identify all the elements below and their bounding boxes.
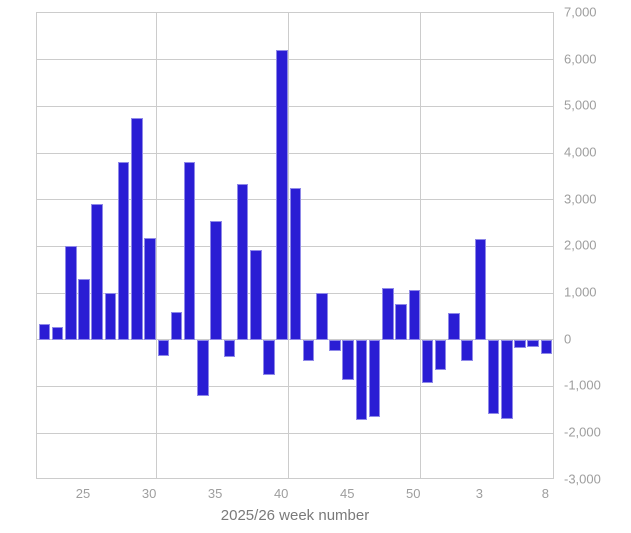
bar-week-2 (461, 339, 473, 361)
x-axis-tick-label: 3 (475, 486, 483, 501)
v-gridline (156, 13, 158, 478)
y-axis-tick-label: 5,000 (564, 97, 597, 113)
bar-week-50 (408, 290, 421, 340)
y-axis-tick-label: 4,000 (564, 144, 597, 160)
x-axis-tick-label: 50 (406, 486, 421, 501)
bar-week-7 (527, 339, 539, 348)
bar-week-22 (38, 324, 51, 340)
h-gridline (37, 432, 553, 434)
bar-week-27 (104, 293, 117, 340)
x-axis-tick-label: 45 (339, 486, 355, 501)
bar-week-29 (131, 118, 143, 340)
bar-week-43 (316, 292, 328, 340)
x-axis-tick-label: 8 (541, 486, 549, 501)
y-axis-tick-label: -2,000 (564, 424, 601, 440)
y-axis-tick-label: -3,000 (564, 471, 601, 487)
bar-week-23 (51, 326, 64, 340)
y-axis-tick-label: -1,000 (564, 377, 601, 393)
bar-week-5 (501, 339, 513, 420)
x-axis-tick-label: 25 (75, 486, 91, 501)
y-axis-tick-label: 2,000 (564, 237, 597, 253)
y-axis-tick-label: 3,000 (564, 191, 597, 207)
bar-week-39 (263, 339, 275, 375)
bar-week-6 (514, 339, 526, 349)
bar-week-8 (540, 339, 553, 354)
bar-week-48 (382, 288, 394, 340)
bar-week-51 (421, 339, 434, 383)
bar-week-1 (448, 313, 460, 340)
bar-week-37 (236, 184, 249, 340)
bar-week-36 (223, 339, 236, 357)
h-gridline (37, 59, 553, 61)
bar-week-38 (250, 250, 262, 340)
bar-week-31 (157, 339, 170, 357)
bar-week-41 (289, 188, 302, 340)
bar-week-33 (183, 162, 196, 340)
plot-area (36, 12, 554, 479)
x-axis-tick-label: 30 (141, 486, 157, 501)
bar-week-44 (329, 339, 341, 352)
bar-week-42 (302, 339, 315, 362)
y-axis-tick-label: 6,000 (564, 51, 597, 67)
v-gridline (420, 13, 422, 478)
y-axis-tick-label: 0 (564, 331, 572, 347)
bar-week-28 (117, 162, 130, 340)
bar-week-3 (474, 238, 487, 340)
bar-week-32 (170, 312, 183, 340)
bar-week-49 (395, 304, 407, 340)
bar-week-26 (91, 204, 103, 340)
bar-week-4 (487, 339, 500, 414)
h-gridline (37, 385, 553, 387)
x-axis-title: 2025/26 week number (220, 507, 370, 524)
zero-gridline (37, 339, 553, 341)
bar-week-30 (144, 237, 156, 340)
bar-week-52 (434, 339, 447, 370)
bar-week-47 (368, 339, 381, 417)
bar-week-25 (78, 279, 90, 340)
bar-week-46 (355, 339, 368, 421)
bar-week-35 (210, 221, 222, 340)
h-gridline (37, 152, 553, 154)
bar-week-45 (342, 339, 354, 381)
y-axis-tick-label: 7,000 (564, 4, 597, 20)
x-axis-tick-label: 35 (207, 486, 223, 501)
bar-week-24 (65, 246, 77, 340)
bar-week-40 (276, 50, 288, 340)
y-axis-tick-label: 1,000 (564, 284, 597, 300)
x-axis-tick-label: 40 (273, 486, 289, 501)
h-gridline (37, 105, 553, 107)
v-gridline (288, 13, 290, 478)
bar-week-34 (197, 339, 209, 396)
